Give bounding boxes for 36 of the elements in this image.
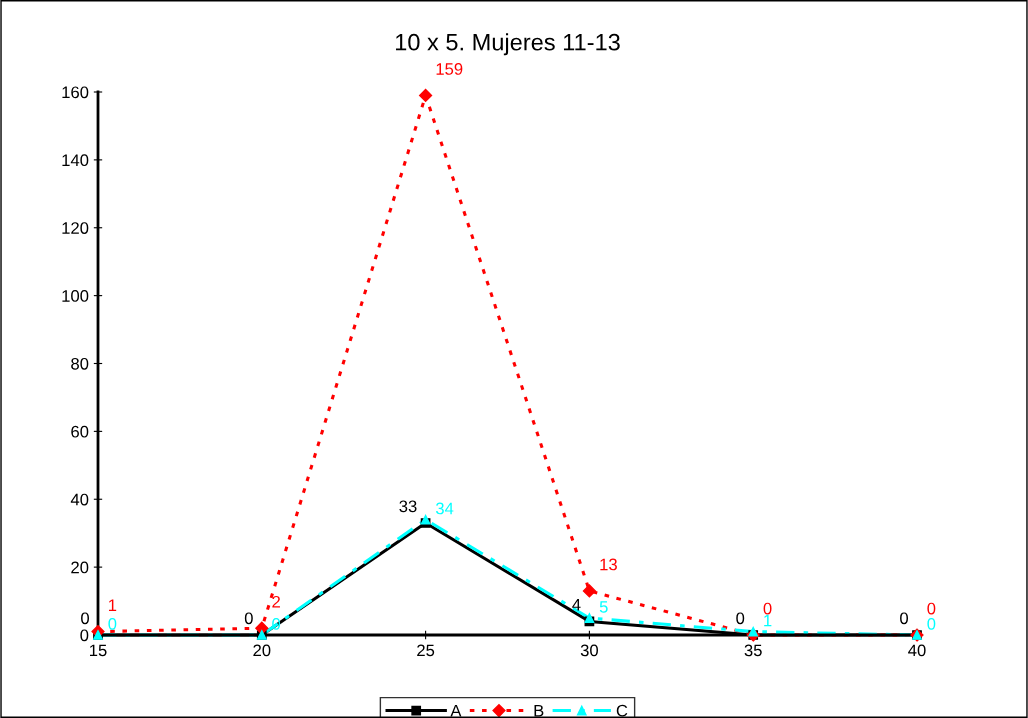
legend-label: B <box>534 704 544 717</box>
x-tick-label: 35 <box>744 644 762 657</box>
y-tick-label: 120 <box>62 222 89 234</box>
data-label: 0 <box>736 612 745 625</box>
data-label: 0 <box>763 602 772 615</box>
legend-label: C <box>616 704 628 717</box>
y-tick-label: 160 <box>62 86 89 99</box>
y-tick-label: 60 <box>71 425 89 438</box>
data-label: 2 <box>272 595 280 608</box>
y-tick-label: 20 <box>71 561 89 574</box>
data-label: 33 <box>399 500 417 513</box>
y-tick-label: 140 <box>62 154 89 167</box>
data-label: 0 <box>927 617 936 630</box>
data-label: 0 <box>272 617 281 630</box>
y-tick-label: 40 <box>70 493 89 506</box>
data-label: 159 <box>436 63 463 75</box>
data-label: 1 <box>108 599 117 611</box>
data-label: 5 <box>599 601 608 613</box>
data-label: 0 <box>927 602 936 615</box>
data-label: 13 <box>600 558 617 571</box>
chart-title: 10 x 5. Mujeres 11-13 <box>396 33 620 56</box>
x-tick-label: 40 <box>908 644 926 657</box>
data-label: 0 <box>108 617 117 630</box>
data-label: 34 <box>435 502 454 515</box>
x-tick-label: 25 <box>417 644 435 657</box>
data-label: 0 <box>244 612 253 625</box>
x-tick-label: 30 <box>580 644 599 657</box>
data-label: 0 <box>900 612 909 625</box>
y-tick-label: 100 <box>62 290 89 302</box>
x-tick-label: 15 <box>90 644 107 657</box>
x-tick-label: 20 <box>253 644 271 657</box>
data-label: 1 <box>764 614 772 627</box>
y-tick-label: 0 <box>80 629 89 642</box>
y-tick-label: 80 <box>71 357 89 370</box>
data-label: 4 <box>572 598 581 611</box>
legend-label: A <box>450 704 462 717</box>
